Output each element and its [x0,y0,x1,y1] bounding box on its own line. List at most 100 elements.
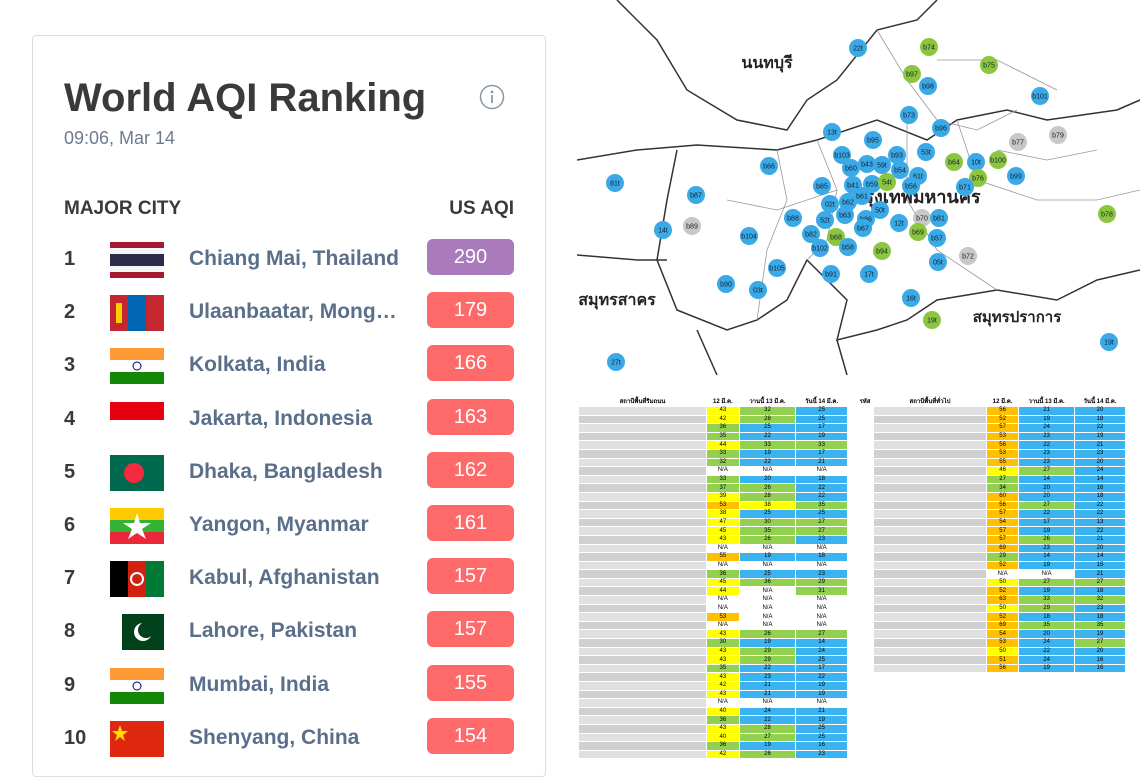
value-cell: 43 [706,629,740,640]
rank: 4 [64,407,76,430]
table-row: 34 20 16 [856,483,1127,493]
value-cell: 54 [985,517,1020,528]
rank: 10 [64,726,87,749]
city: Yangon, Myanmar [189,513,369,536]
value-cell: 21 [738,689,797,700]
value-cell: 19 [738,741,797,751]
header-cell: วันนี้ 14 มี.ค. [1073,385,1127,407]
value-cell: N/A [738,466,797,476]
marker: b57 [928,229,946,247]
marker: 03t [749,281,767,299]
code-cell [856,431,874,442]
code-cell [856,526,874,536]
value-cell: 53 [706,612,740,622]
city: Lahore, Pakistan [189,619,358,643]
value-cell: 20 [738,474,797,485]
value-cell: 27 [795,526,848,536]
station-cell [578,732,707,743]
marker-dot [909,223,927,241]
marker-dot [854,219,872,237]
marker-label: 22t [853,46,863,53]
station-cell [578,723,707,734]
marker-dot [833,146,851,164]
station-cell [578,663,707,674]
marker: b76 [969,169,987,187]
station-cell [873,491,987,502]
value-cell: 32 [738,406,797,416]
value-cell: 23 [795,534,848,545]
value-cell: 19 [738,638,797,648]
table-row: 57 22 22 [856,509,1127,519]
table-row: 57 24 22 [856,423,1127,433]
info-icon[interactable] [479,84,505,110]
value-cell: 26 [738,629,797,640]
marker-label: 52t [820,218,830,225]
marker: 12t [890,214,908,232]
flag-part [110,532,164,544]
city: Ulaanbaatar, Mong… [189,300,397,324]
marker-label: b79 [1052,133,1064,140]
value-cell: N/A [706,543,740,554]
table-row: 43 28 25 [578,723,848,734]
flag [110,508,164,544]
value-cell: N/A [706,595,740,605]
code-cell [856,638,874,648]
station-cell [873,448,987,459]
value-cell: 27 [1018,500,1075,511]
marker: 53t [917,143,935,161]
marker-label: b96 [935,126,947,133]
marker-dot [823,123,841,141]
marker-label: b69 [912,230,924,237]
marker-dot [842,159,860,177]
table-row: 53 24 27 [856,638,1127,648]
marker: 81t [606,174,624,192]
value-cell: 24 [1018,638,1075,648]
station-cell [578,431,707,442]
flag-part [132,361,142,371]
value-cell: 17 [795,448,848,459]
code-cell [856,491,874,502]
marker-label: b72 [962,254,974,261]
marker-label: b95 [867,138,879,145]
code-cell [856,423,874,433]
table-row: 55 19 18 [578,552,848,562]
marker: b71 [956,178,974,196]
station-cell [578,577,707,588]
value-cell: N/A [795,595,848,605]
value-cell: 22 [1073,509,1127,519]
title: World AQI Ranking [64,76,427,120]
station-cell [578,440,707,450]
marker: 50t [871,201,889,219]
marker-dot [919,77,937,95]
marker: 16t [902,289,920,307]
value-cell: 50 [985,646,1020,657]
flag [110,720,164,757]
marker-label: 12t [894,221,904,228]
marker-label: b63 [839,213,851,220]
value-cell: 33 [706,448,740,459]
marker-label: b67 [857,226,869,233]
value-cell: 20 [1073,543,1127,554]
value-cell: N/A [738,698,797,708]
marker: b43 [858,155,876,173]
marker-dot [821,195,839,213]
code-cell [856,483,874,493]
value-cell: 16 [1073,655,1127,665]
station-cell [578,406,707,416]
value-cell: 53 [985,638,1020,648]
table-row: 43 26 23 [578,534,848,545]
marker-label: 10t [971,160,981,167]
value-cell: 52 [985,586,1020,597]
station-cell [873,552,987,562]
value-cell: N/A [738,620,797,631]
station-cell [873,483,987,493]
marker: b95 [864,131,882,149]
flag-part [138,622,154,639]
region-label: นนทบุรี [741,53,793,73]
marker-label: b54 [894,168,906,175]
aqi-badge: 163 [427,398,514,435]
aqi-badge: 155 [427,664,514,701]
value-cell: 35 [795,500,848,511]
marker-dot [816,211,834,229]
marker-label: b56 [905,184,917,191]
